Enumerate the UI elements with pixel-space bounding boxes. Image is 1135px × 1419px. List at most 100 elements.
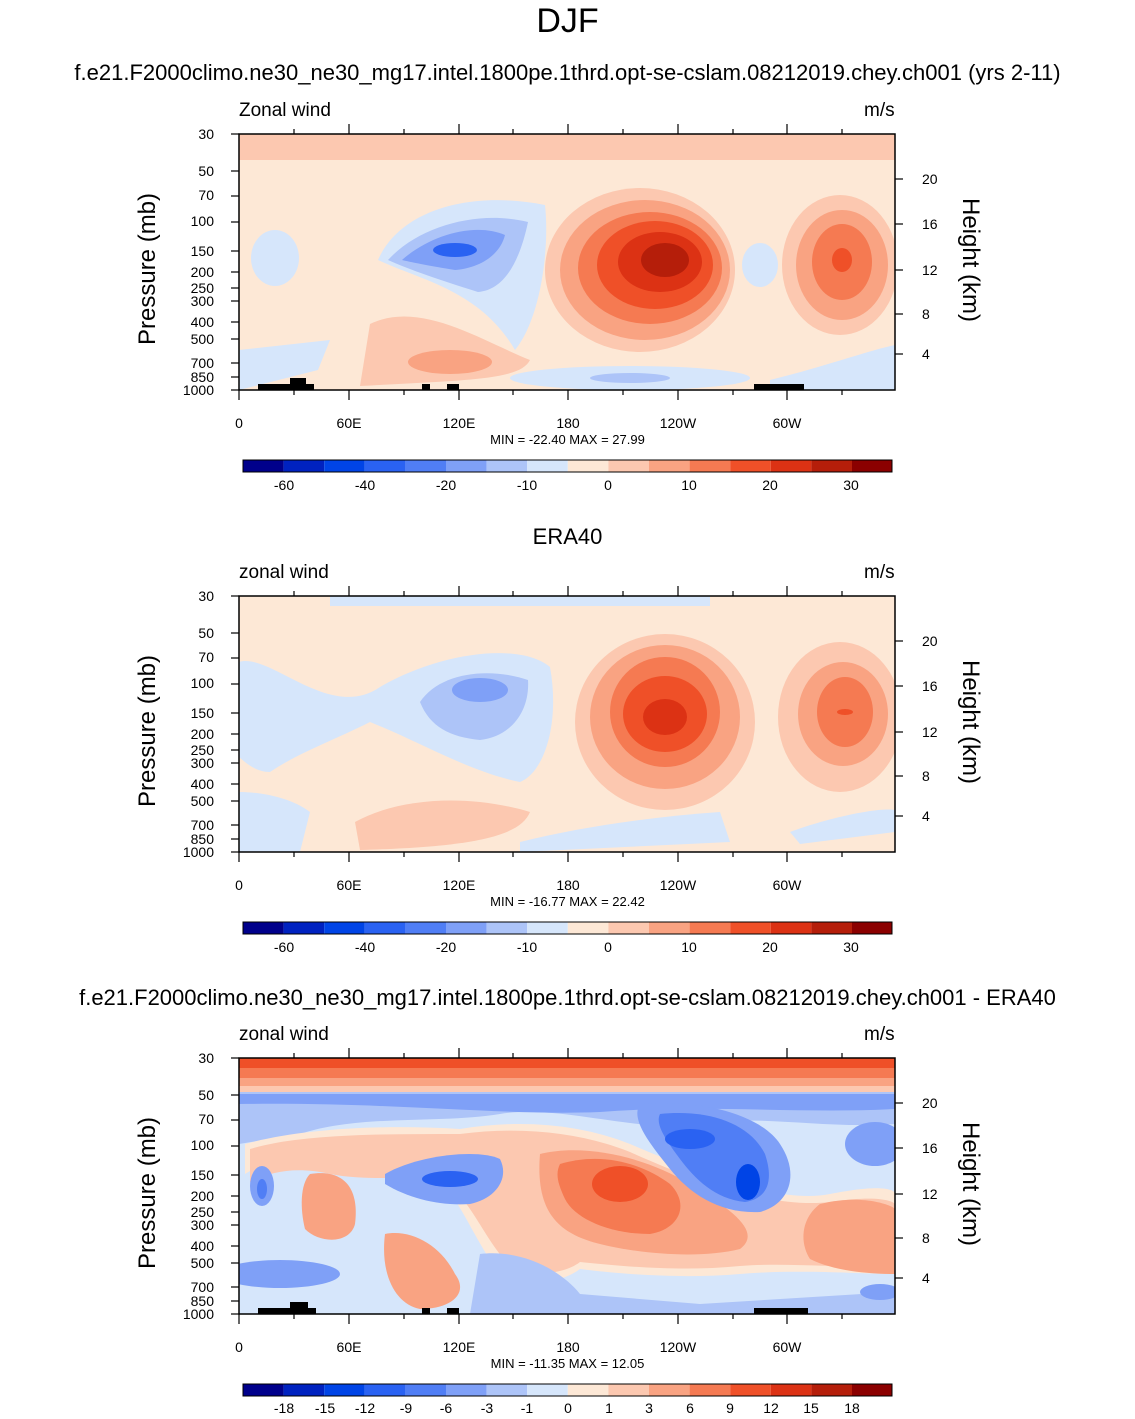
p1-ptick-500: 500 <box>190 331 214 347</box>
p1-ptick-70: 70 <box>198 187 214 203</box>
p1-cb-label: -20 <box>435 477 457 493</box>
panel1-units: m/s <box>864 100 895 121</box>
panel2-units: m/s <box>864 562 895 583</box>
p1-colorbar <box>242 459 893 473</box>
p3-ptick-400: 400 <box>190 1238 214 1254</box>
p3-neg-lower-band <box>470 1253 895 1314</box>
p3-cb-label: -18 <box>273 1400 295 1416</box>
p3-neg-left-small-core <box>257 1179 267 1199</box>
p1-lontick-60w: 60W <box>772 415 802 431</box>
p3-lontick-60w: 60W <box>772 1339 802 1355</box>
p2-ptick-850: 850 <box>190 831 214 847</box>
p3-ptick-50: 50 <box>198 1087 214 1103</box>
p3-cb-label: 1 <box>605 1400 613 1416</box>
p1-strat-westerlies <box>239 134 895 160</box>
p3-strat-band-3 <box>239 1078 895 1086</box>
p3-ticks <box>231 1048 903 1324</box>
p3-neg-right-edge <box>845 1122 895 1166</box>
p1-lontick-0: 0 <box>235 415 243 431</box>
p1-htick-16: 16 <box>922 216 938 232</box>
panel1-title: f.e21.F2000climo.ne30_ne30_mg17.intel.18… <box>74 60 1061 85</box>
p3-cb-label: 18 <box>844 1400 860 1416</box>
p3-cb-label: -6 <box>439 1400 453 1416</box>
panel1-variable: Zonal wind <box>239 100 331 121</box>
p3-colorbar <box>242 1383 893 1397</box>
p3-strat-band-1 <box>239 1058 895 1068</box>
p1-trop-easterly-left <box>251 230 299 286</box>
p1-htick-12: 12 <box>922 262 938 278</box>
p3-ptick-150: 150 <box>190 1167 214 1183</box>
p3-cb-label: -15 <box>314 1400 336 1416</box>
p2-westerly-jet1-core <box>643 699 687 735</box>
p1-ptick-150: 150 <box>190 243 214 259</box>
p3-htick-12: 12 <box>922 1186 938 1202</box>
p3-ptick-850: 850 <box>190 1293 214 1309</box>
p2-cb-label: -60 <box>273 939 295 955</box>
p1-ptick-50: 50 <box>198 163 214 179</box>
p1-westerly-jet1-core <box>641 243 689 277</box>
p3-cb-label: 0 <box>564 1400 572 1416</box>
p3-ptick-500: 500 <box>190 1255 214 1271</box>
p3-topography-asia1 <box>422 1308 430 1314</box>
panel3-units: m/s <box>864 1024 895 1045</box>
p1-topography-asia1 <box>422 384 430 390</box>
p1-ptick-400: 400 <box>190 314 214 330</box>
p2-minmax: MIN = -16.77 MAX = 22.42 <box>490 894 645 909</box>
p2-westerly-jet2-core <box>837 709 853 715</box>
p1-cb-label: 30 <box>843 477 859 493</box>
p1-lower-easterly-right <box>770 345 895 390</box>
p2-ptick-250: 250 <box>190 742 214 758</box>
p2-ptick-70: 70 <box>198 649 214 665</box>
panel3-title: f.e21.F2000climo.ne30_ne30_mg17.intel.18… <box>79 985 1056 1010</box>
p3-strat-band-2 <box>239 1068 895 1078</box>
p1-lontick-180: 180 <box>556 415 580 431</box>
p1-ptick-100: 100 <box>190 213 214 229</box>
p3-pos-right-region <box>803 1199 895 1274</box>
p3-cb-label: 6 <box>686 1400 694 1416</box>
p3-cb-label: 12 <box>763 1400 779 1416</box>
p3-pos-region-l2 <box>301 1173 356 1240</box>
p1-westerly-lowlevel-core <box>408 350 492 374</box>
p2-cb-label: 30 <box>843 939 859 955</box>
p2-cb-label: 20 <box>762 939 778 955</box>
p3-minmax: MIN = -11.35 MAX = 12.05 <box>490 1356 645 1371</box>
p1-topography-asia2 <box>447 384 459 390</box>
p3-pos-region-l3 <box>384 1233 461 1309</box>
p3-colorbar-swatches <box>243 1384 892 1396</box>
p3-neg-center-core2 <box>736 1164 760 1200</box>
panel2-variable: zonal wind <box>239 562 329 583</box>
p2-cb-label: 0 <box>604 939 612 955</box>
p3-cb-label: -3 <box>480 1400 494 1416</box>
p1-easterly-jet-core <box>433 243 477 257</box>
p1-lower-easterly-middle-core <box>590 373 670 383</box>
p3-topography-africa <box>258 1308 316 1314</box>
p2-cb-label: -10 <box>516 939 538 955</box>
panel3-contour-plot <box>231 1048 903 1324</box>
p2-easterly-lower-left <box>239 792 310 852</box>
p3-neg-left-core <box>422 1171 478 1187</box>
p1-ptick-1000: 1000 <box>182 382 214 398</box>
p2-ptick-500: 500 <box>190 793 214 809</box>
p2-ptick-100: 100 <box>190 675 214 691</box>
p3-strat-band-4 <box>239 1086 895 1092</box>
p3-ptick-70: 70 <box>198 1111 214 1127</box>
p1-westerly-jet2-core <box>832 248 852 272</box>
p2-htick-8: 8 <box>922 768 930 784</box>
p1-lontick-120w: 120W <box>659 415 697 431</box>
p3-htick-20: 20 <box>922 1095 938 1111</box>
p1-ptick-300: 300 <box>190 293 214 309</box>
p3-ptick-1000: 1000 <box>182 1306 214 1322</box>
p3-cb-label: 15 <box>803 1400 819 1416</box>
p2-lontick-120e: 120E <box>442 877 476 893</box>
p3-htick-8: 8 <box>922 1230 930 1246</box>
p1-cb-label: -60 <box>273 477 295 493</box>
p1-cb-label: 0 <box>604 477 612 493</box>
p3-lontick-60e: 60E <box>336 1339 362 1355</box>
p3-lontick-120e: 120E <box>442 1339 476 1355</box>
p1-ticks <box>231 124 903 400</box>
p3-cb-label: -1 <box>520 1400 534 1416</box>
p1-topography-africa <box>258 384 314 390</box>
p2-htick-16: 16 <box>922 678 938 694</box>
p3-ptick-100: 100 <box>190 1137 214 1153</box>
p2-lower-easterly-right <box>790 809 895 844</box>
